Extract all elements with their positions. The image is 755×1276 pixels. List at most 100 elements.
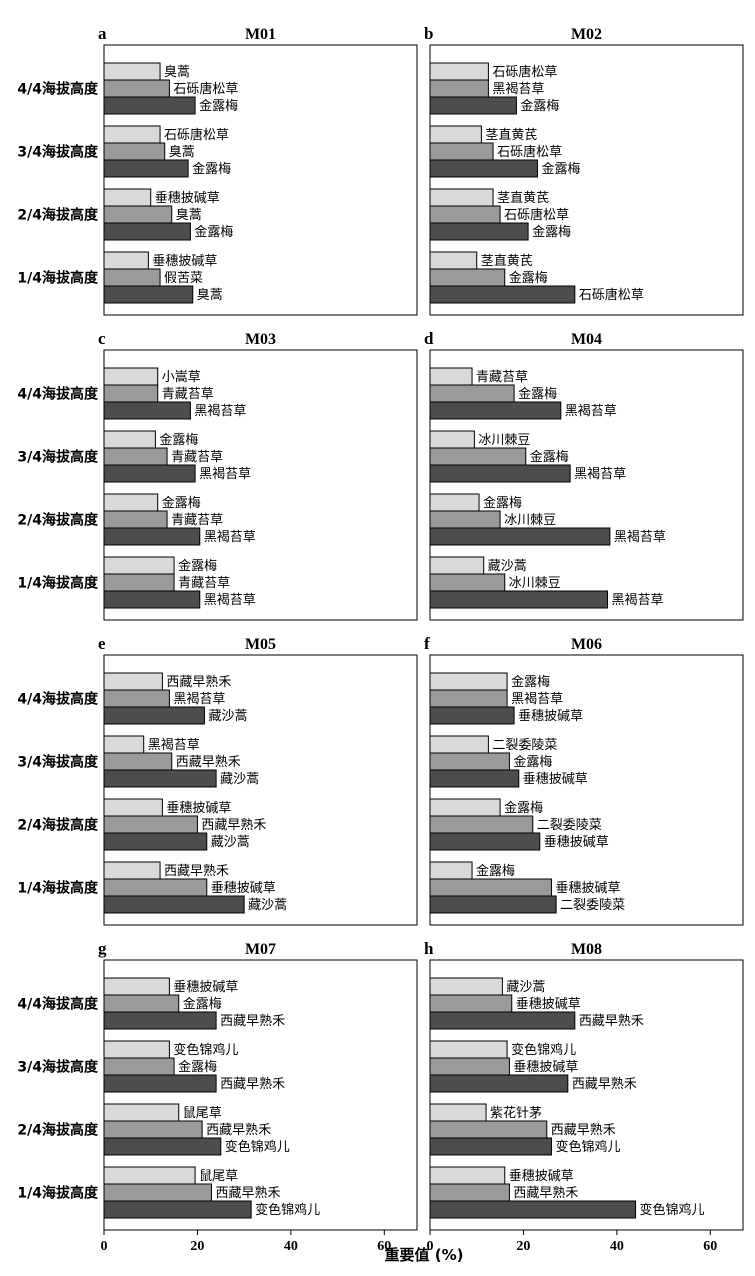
bar	[103, 251, 149, 270]
bar	[429, 142, 494, 161]
bar-label: 西藏早熟禾	[220, 1076, 285, 1092]
bar	[429, 832, 541, 851]
bar	[429, 510, 501, 529]
bar	[429, 268, 506, 287]
bar-label: 藏沙蒿	[220, 772, 259, 787]
bar	[429, 1057, 510, 1076]
bar	[103, 401, 191, 420]
panel-frame	[103, 349, 418, 621]
bar	[429, 752, 510, 771]
altitude-label: 2/4海拔高度	[17, 512, 99, 529]
bar	[103, 878, 208, 897]
bar-label: 臭蒿	[164, 65, 190, 80]
bar-label: 变色锦鸡儿	[511, 1042, 576, 1058]
panel-h: h M08藏沙蒿垂穗披碱草西藏早熟禾变色锦鸡儿垂穗披碱草西藏早熟禾紫花针茅西藏早熟…	[424, 939, 744, 1254]
panel-letter: f	[424, 634, 430, 653]
bar	[103, 556, 175, 575]
bar-label: 黑褐苔草	[574, 467, 626, 482]
bar	[103, 672, 163, 691]
bar-label: 西藏早熟禾	[164, 863, 229, 879]
bar	[429, 769, 520, 788]
bar	[429, 125, 482, 144]
bar	[429, 977, 503, 996]
bar	[103, 285, 194, 304]
bar	[429, 464, 571, 483]
bar-label: 金露梅	[504, 800, 543, 816]
bar-label: 冰川棘豆	[504, 513, 556, 528]
bar	[103, 798, 163, 817]
altitude-label: 1/4海拔高度	[17, 270, 99, 287]
panel-title: M08	[571, 941, 602, 958]
bar-label: 垂穗披碱草	[166, 801, 231, 816]
bar-label: 金露梅	[178, 1059, 217, 1075]
bar-label: 藏沙蒿	[208, 709, 247, 724]
bar-label: 变色锦鸡儿	[255, 1202, 320, 1218]
bar-label: 金露梅	[162, 495, 201, 511]
bar-label: 金露梅	[192, 161, 231, 177]
bar-label: 金露梅	[532, 224, 571, 240]
bar	[103, 735, 145, 754]
bar-label: 黑褐苔草	[565, 404, 617, 419]
bar	[429, 430, 475, 449]
bar	[103, 527, 201, 546]
bar	[103, 861, 161, 880]
bar	[103, 384, 159, 403]
panel-c: c M034/4海拔高度小嵩草青藏苔草黑褐苔草3/4海拔高度金露梅青藏苔草黑褐苔草…	[17, 329, 418, 621]
x-tick-label: 0	[427, 1239, 434, 1254]
bar-label: 黑褐苔草	[614, 530, 666, 545]
bar	[103, 1103, 180, 1122]
bar-label: 石砾唐松草	[492, 64, 557, 80]
bar-label: 藏沙蒿	[488, 559, 527, 574]
bar	[429, 205, 501, 224]
bar-label: 西藏早熟禾	[513, 1185, 578, 1201]
panel-letter: c	[98, 329, 106, 348]
bar-label: 假苦菜	[164, 270, 203, 286]
altitude-label: 2/4海拔高度	[17, 207, 99, 224]
bar-label: 鼠尾草	[183, 1106, 222, 1121]
altitude-label: 3/4海拔高度	[17, 144, 99, 161]
bar	[429, 994, 513, 1013]
panel-title: M03	[245, 331, 276, 348]
bar-label: 石砾唐松草	[173, 81, 238, 97]
altitude-label: 3/4海拔高度	[17, 1059, 99, 1076]
bar	[429, 251, 478, 270]
bar-label: 垂穗披碱草	[518, 709, 583, 724]
bar	[103, 977, 170, 996]
bar	[103, 464, 196, 483]
bar-label: 黑褐苔草	[204, 593, 256, 608]
bar-label: 西藏早熟禾	[551, 1122, 616, 1138]
panel-title: M04	[571, 331, 602, 348]
bar-label: 金露梅	[520, 98, 559, 114]
bar	[103, 268, 161, 287]
bar	[103, 573, 175, 592]
bar	[429, 798, 501, 817]
bar-label: 金露梅	[511, 674, 550, 690]
bar-label: 青藏苔草	[476, 370, 528, 385]
bar-label: 垂穗披碱草	[523, 772, 588, 787]
bar	[103, 994, 180, 1013]
bar	[429, 1200, 637, 1219]
altitude-label: 2/4海拔高度	[17, 1122, 99, 1139]
bar	[429, 367, 473, 386]
bar	[103, 367, 159, 386]
bar	[429, 188, 494, 207]
bar	[103, 815, 198, 834]
bar	[429, 706, 515, 725]
bar-label: 冰川棘豆	[509, 576, 561, 591]
bar-label: 黑褐苔草	[511, 692, 563, 707]
panel-title: M07	[245, 941, 276, 958]
panel-e: e M054/4海拔高度西藏早熟禾黑褐苔草藏沙蒿3/4海拔高度黑褐苔草西藏早熟禾藏…	[17, 634, 418, 926]
bar-label: 金露梅	[178, 558, 217, 574]
bar	[103, 1074, 217, 1093]
bar	[429, 1166, 506, 1185]
panel-title: M02	[571, 26, 602, 43]
bar-label: 黑褐苔草	[204, 530, 256, 545]
bar-label: 臭蒿	[197, 288, 223, 303]
bar	[103, 510, 168, 529]
panel-letter: h	[424, 939, 434, 958]
bar	[429, 1011, 576, 1030]
bar	[429, 285, 576, 304]
bar-label: 西藏早熟禾	[176, 754, 241, 770]
bar	[429, 222, 529, 241]
